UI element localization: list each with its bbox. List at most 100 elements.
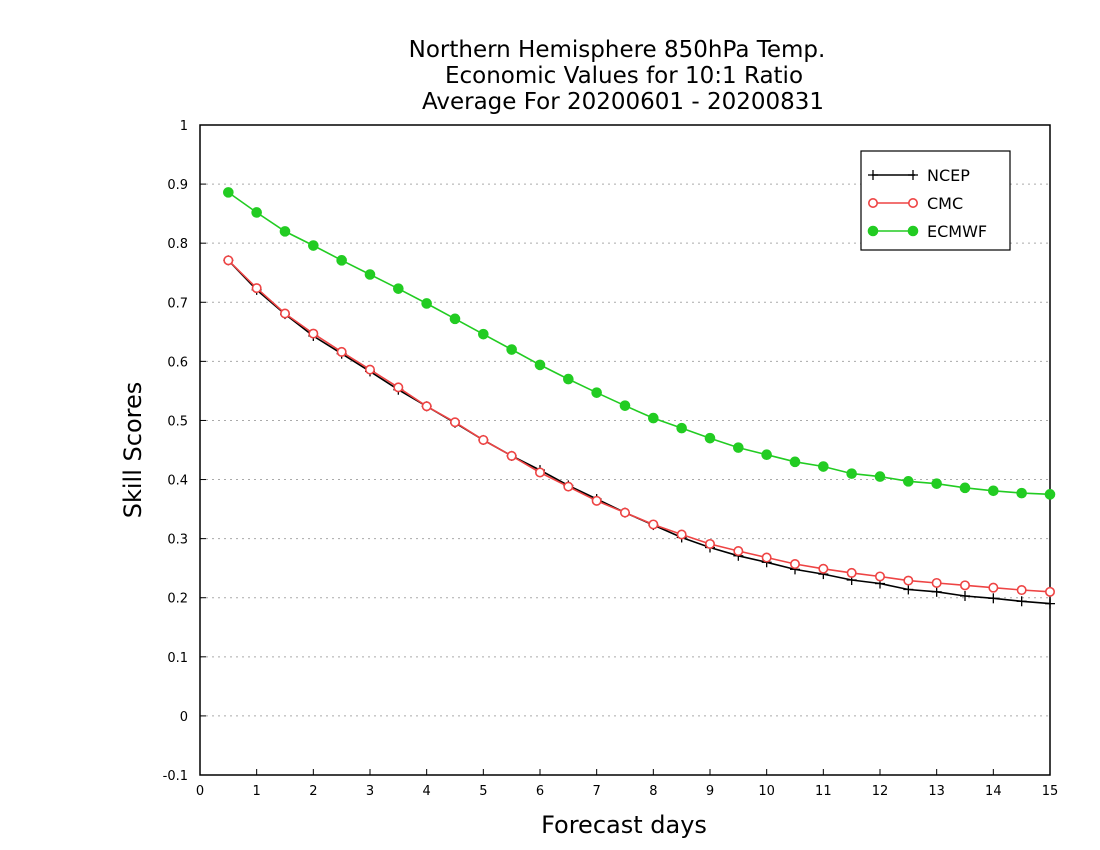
x-tick-label: 10	[758, 784, 775, 799]
data-point-cmc	[846, 567, 857, 578]
x-tick-label: 4	[423, 784, 431, 799]
data-point-ecmwf	[421, 298, 432, 309]
data-point-ecmwf	[874, 471, 886, 482]
data-point-cmc	[988, 582, 999, 593]
data-point-cmc	[1045, 586, 1056, 597]
legend-items: NCEP CMC ECMWF	[867, 166, 987, 241]
data-point-cmc	[676, 529, 687, 540]
data-point-ecmwf	[648, 412, 659, 424]
data-point-cmc	[478, 434, 489, 445]
data-point-ecmwf	[393, 283, 404, 294]
data-point-ecmwf	[478, 328, 489, 340]
data-point-cmc	[648, 519, 659, 530]
x-tick-label: 5	[479, 784, 487, 799]
legend-label-ecmwf: ECMWF	[927, 222, 987, 241]
data-point-ecmwf	[449, 313, 461, 325]
data-point-cmc	[959, 580, 970, 591]
x-tick-label: 13	[928, 784, 945, 799]
data-point-ecmwf	[251, 207, 262, 218]
data-point-cmc	[874, 571, 885, 582]
data-point-ecmwf	[818, 461, 829, 472]
chart-title: Northern Hemisphere 850hPa Temp. Economi…	[409, 37, 826, 115]
legend-item-ncep: NCEP	[868, 166, 970, 185]
data-point-cmc	[393, 382, 404, 393]
data-point-ecmwf	[534, 359, 546, 371]
y-tick-label: 0.2	[167, 592, 188, 607]
series-line-ncep	[227, 259, 1051, 605]
x-tick-label: 11	[815, 784, 832, 799]
data-point-ncep	[960, 590, 970, 601]
title-line-3: Average For 20200601 - 20200831	[422, 89, 824, 115]
legend-marker-ncep	[908, 170, 918, 180]
data-point-cmc	[761, 552, 772, 563]
y-tick-label: 0.6	[167, 355, 188, 370]
data-point-cmc	[563, 481, 574, 492]
y-axis-label: Skill Scores	[119, 382, 147, 519]
y-tick-label: 0	[180, 710, 188, 725]
data-point-cmc	[336, 346, 347, 357]
data-point-ecmwf	[506, 344, 517, 355]
x-axis-label: Forecast days	[541, 811, 707, 839]
data-point-cmc	[903, 575, 914, 586]
y-tick-label: 1	[180, 119, 188, 134]
data-point-cmc	[733, 546, 744, 557]
data-point-cmc	[364, 364, 375, 375]
legend-marker-ncep	[868, 170, 878, 180]
data-point-ncep	[903, 584, 914, 595]
legend-box	[860, 150, 1011, 251]
series-cmc	[223, 255, 1056, 597]
legend-label-cmc: CMC	[927, 194, 963, 213]
x-tick-label: 9	[706, 784, 714, 799]
legend-marker-cmc	[907, 198, 918, 209]
x-tick-label: 6	[536, 784, 544, 799]
data-point-ecmwf	[959, 482, 971, 494]
x-tick-label: 14	[985, 784, 1002, 799]
legend-marker-ecmwf	[867, 225, 879, 237]
y-tick-label: 0.7	[167, 296, 188, 311]
data-point-ecmwf	[733, 442, 744, 453]
data-point-cmc	[223, 255, 234, 266]
legend-marker-cmc	[867, 198, 878, 209]
y-tick-label: 0.8	[167, 237, 188, 252]
y-tick-label: 0.1	[167, 651, 188, 666]
series-line-cmc	[227, 259, 1051, 593]
y-tick-label: 0.3	[167, 533, 188, 548]
data-point-ecmwf	[619, 400, 631, 411]
data-point-cmc	[619, 507, 630, 518]
data-point-cmc	[931, 577, 942, 588]
series-ecmwf	[223, 187, 1056, 500]
legend-label-ncep: NCEP	[927, 166, 970, 185]
x-tick-label: 15	[1042, 784, 1059, 799]
title-line-2: Economic Values for 10:1 Ratio	[445, 63, 803, 89]
legend-item-cmc: CMC	[867, 194, 963, 213]
data-point-ecmwf	[364, 269, 376, 280]
data-point-ecmwf	[591, 387, 602, 398]
x-tick-label: 0	[196, 784, 204, 799]
data-point-cmc	[506, 450, 517, 461]
data-point-cmc	[449, 417, 460, 428]
series-layer	[223, 187, 1056, 609]
x-tick-label: 3	[366, 784, 374, 799]
data-point-ncep	[1045, 598, 1055, 609]
y-axis-ticks: -0.1 0 0.1 0.2 0.3 0.4 0.5 0.6 0.7 0.8 0.9 1	[163, 119, 206, 784]
data-point-ecmwf	[789, 456, 801, 468]
series-ncep	[223, 255, 1055, 609]
legend-marker-ecmwf	[907, 225, 919, 237]
data-point-ecmwf	[931, 478, 942, 489]
data-point-ecmwf	[1016, 487, 1027, 499]
data-point-ecmwf	[903, 476, 914, 487]
data-point-ncep	[1016, 596, 1027, 607]
x-tick-label: 7	[593, 784, 601, 799]
data-point-ecmwf	[308, 240, 319, 251]
data-point-cmc	[534, 467, 545, 478]
x-tick-label: 12	[872, 784, 889, 799]
data-point-ncep	[931, 586, 942, 597]
data-point-cmc	[308, 328, 319, 339]
data-point-ecmwf	[1044, 489, 1056, 500]
data-point-ecmwf	[336, 255, 347, 266]
x-axis-ticks: 0 1 2 3 4 5 6 7 8 9 10 11 12 13 14 15	[196, 769, 1058, 799]
data-point-ecmwf	[846, 468, 857, 479]
legend: NCEP CMC ECMWF	[860, 150, 1011, 251]
data-point-ecmwf	[223, 187, 234, 198]
